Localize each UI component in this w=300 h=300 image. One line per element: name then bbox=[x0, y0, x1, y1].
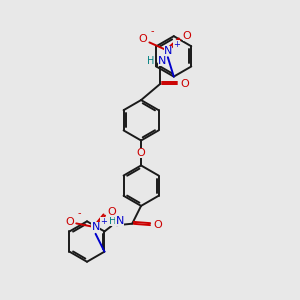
Text: +: + bbox=[100, 217, 107, 226]
Text: N: N bbox=[116, 216, 124, 226]
Text: O: O bbox=[139, 34, 147, 44]
Text: -: - bbox=[151, 26, 154, 36]
Text: O: O bbox=[65, 217, 74, 227]
Text: O: O bbox=[180, 79, 189, 89]
Text: N: N bbox=[164, 46, 172, 56]
Text: H: H bbox=[109, 216, 116, 226]
Text: O: O bbox=[107, 206, 116, 217]
Text: -: - bbox=[77, 208, 81, 218]
Text: N: N bbox=[92, 222, 100, 232]
Text: O: O bbox=[154, 220, 162, 230]
Text: N: N bbox=[158, 56, 166, 66]
Text: +: + bbox=[173, 40, 180, 49]
Text: H: H bbox=[147, 56, 155, 66]
Text: O: O bbox=[183, 31, 191, 41]
Text: O: O bbox=[137, 148, 146, 158]
